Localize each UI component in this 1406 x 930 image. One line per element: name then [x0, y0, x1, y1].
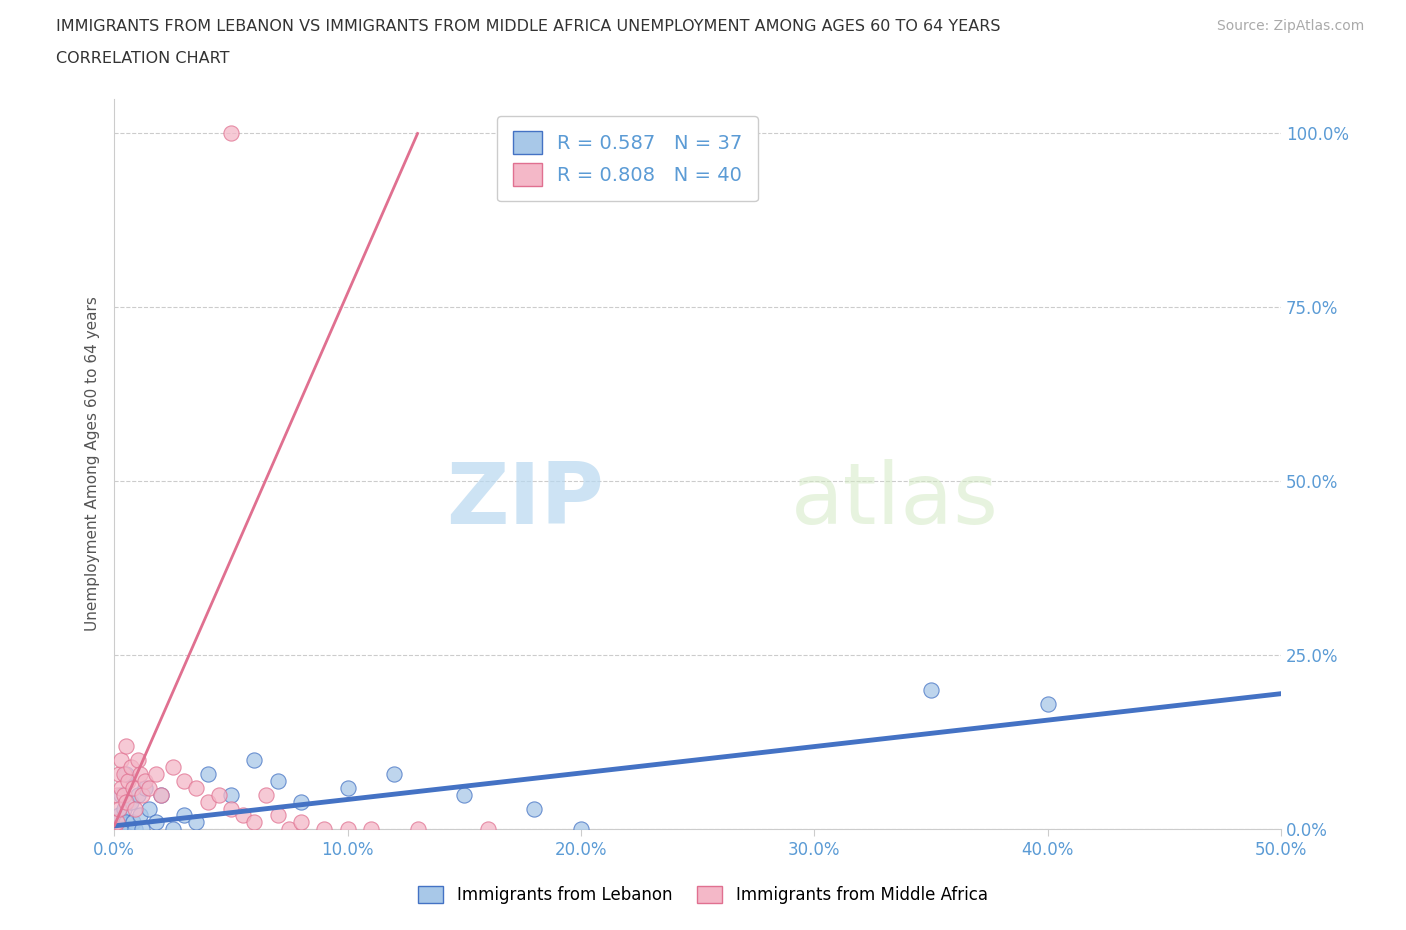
- Point: [127, 752, 149, 767]
- Point: [184, 780, 207, 795]
- Point: [266, 808, 288, 823]
- Point: [112, 787, 135, 802]
- Point: [173, 773, 195, 788]
- Point: [120, 794, 142, 809]
- Point: [197, 766, 219, 781]
- Point: [290, 794, 312, 809]
- Point: [278, 822, 301, 837]
- Point: [117, 822, 139, 837]
- Point: [254, 787, 277, 802]
- Point: [523, 801, 546, 816]
- Point: [121, 815, 143, 830]
- Point: [127, 787, 149, 802]
- Point: [117, 773, 139, 788]
- Point: [110, 780, 132, 795]
- Point: [477, 822, 499, 837]
- Point: [124, 822, 146, 837]
- Point: [108, 766, 131, 781]
- Point: [105, 787, 128, 802]
- Point: [121, 780, 143, 795]
- Point: [920, 683, 942, 698]
- Text: IMMIGRANTS FROM LEBANON VS IMMIGRANTS FROM MIDDLE AFRICA UNEMPLOYMENT AMONG AGES: IMMIGRANTS FROM LEBANON VS IMMIGRANTS FR…: [56, 19, 1001, 33]
- Text: CORRELATION CHART: CORRELATION CHART: [56, 51, 229, 66]
- Point: [197, 794, 219, 809]
- Point: [145, 815, 167, 830]
- Point: [128, 766, 150, 781]
- Point: [110, 822, 132, 837]
- Point: [105, 815, 128, 830]
- Point: [115, 794, 138, 809]
- Point: [131, 822, 153, 837]
- Point: [243, 752, 266, 767]
- Point: [108, 822, 131, 837]
- Point: [231, 808, 253, 823]
- Point: [243, 815, 266, 830]
- Point: [336, 780, 359, 795]
- Point: [103, 822, 125, 837]
- Point: [290, 815, 312, 830]
- Point: [162, 759, 184, 774]
- Legend: Immigrants from Lebanon, Immigrants from Middle Africa: Immigrants from Lebanon, Immigrants from…: [411, 878, 995, 912]
- Text: Source: ZipAtlas.com: Source: ZipAtlas.com: [1216, 19, 1364, 33]
- Point: [184, 815, 207, 830]
- Point: [112, 766, 135, 781]
- Point: [124, 801, 146, 816]
- Point: [105, 815, 128, 830]
- Point: [314, 822, 336, 837]
- Point: [110, 787, 132, 802]
- Point: [115, 738, 138, 753]
- Point: [110, 752, 132, 767]
- Point: [360, 822, 382, 837]
- Point: [382, 766, 405, 781]
- Point: [173, 808, 195, 823]
- Y-axis label: Unemployment Among Ages 60 to 64 years: Unemployment Among Ages 60 to 64 years: [86, 297, 100, 631]
- Point: [131, 787, 153, 802]
- Point: [162, 822, 184, 837]
- Point: [112, 801, 135, 816]
- Point: [569, 822, 592, 837]
- Point: [219, 787, 242, 802]
- Point: [105, 822, 128, 837]
- Point: [103, 822, 125, 837]
- Text: ZIP: ZIP: [447, 459, 605, 542]
- Point: [453, 787, 475, 802]
- Point: [1036, 697, 1059, 711]
- Point: [115, 815, 138, 830]
- Point: [208, 787, 231, 802]
- Point: [134, 780, 156, 795]
- Point: [108, 808, 131, 823]
- Point: [108, 801, 131, 816]
- Point: [128, 808, 150, 823]
- Point: [138, 801, 160, 816]
- Point: [336, 822, 359, 837]
- Point: [145, 766, 167, 781]
- Point: [138, 780, 160, 795]
- Legend: R = 0.587   N = 37, R = 0.808   N = 40: R = 0.587 N = 37, R = 0.808 N = 40: [498, 115, 758, 202]
- Point: [219, 126, 242, 141]
- Point: [406, 822, 429, 837]
- Point: [115, 766, 138, 781]
- Point: [112, 822, 135, 837]
- Point: [134, 773, 156, 788]
- Text: atlas: atlas: [792, 459, 998, 542]
- Point: [120, 759, 142, 774]
- Point: [149, 787, 172, 802]
- Point: [149, 787, 172, 802]
- Point: [266, 773, 288, 788]
- Point: [219, 801, 242, 816]
